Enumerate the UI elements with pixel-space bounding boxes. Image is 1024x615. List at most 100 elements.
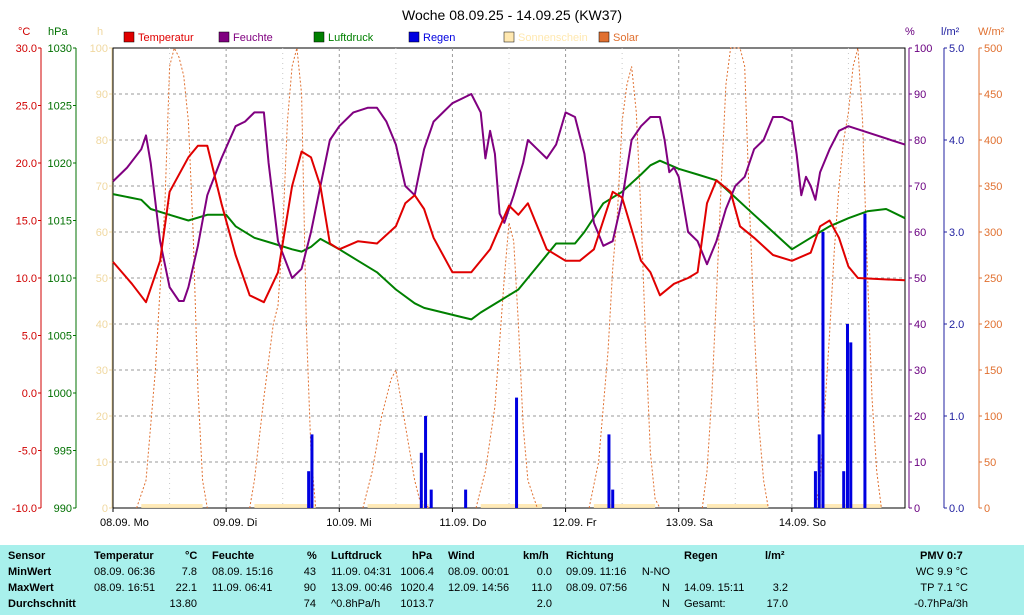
rain-bar-7 (607, 434, 611, 508)
total-rain-value: 17.0 (766, 598, 788, 610)
right-axis-2-tick-9: 50 (984, 457, 996, 469)
left-axis-1-tick-2: 1020 (48, 158, 72, 170)
row-max-label: MaxWert (8, 582, 54, 594)
rain-bar-10 (817, 434, 821, 508)
max-temp-date: 08.09. 16:51 (94, 582, 156, 594)
left-axis-0-tick-4: 10.0 (16, 273, 37, 285)
header-sensor: Sensor (8, 550, 46, 562)
max-temp-value: 22.1 (175, 582, 197, 594)
legend-label-feuchte: Feuchte (233, 32, 273, 44)
min-temp-date: 08.09. 06:36 (94, 566, 156, 578)
max-pressure-date: 13.09. 00:46 (331, 582, 393, 594)
left-axis-1-unit: hPa (48, 26, 68, 38)
left-axis-0-tick-5: 5.0 (22, 331, 37, 343)
solar-curve-5 (701, 47, 769, 509)
header-direction: Richtung (566, 550, 614, 562)
left-axis-2-tick-10: 0 (102, 503, 108, 515)
left-axis-1-tick-6: 1000 (48, 388, 72, 400)
right-axis-0-tick-0: 100 (914, 43, 932, 55)
avg-pressure-value: 1013.7 (400, 598, 434, 610)
left-axis-0-tick-8: -10.0 (12, 503, 37, 515)
min-pressure-date: 11.09. 04:31 (331, 566, 392, 578)
min-direction-date: 09.09. 11:16 (566, 566, 627, 578)
sunshine-bar-0 (141, 504, 203, 508)
header-temperature: Temperatur (94, 550, 154, 562)
chart-svg: 30.025.020.015.010.05.00.0-5.0-10.010301… (12, 7, 1005, 529)
left-axis-0-tick-0: 30.0 (16, 43, 37, 55)
avg-wind-value: 2.0 (536, 598, 552, 610)
min-humidity-date: 08.09. 15:16 (212, 566, 274, 578)
legend-swatch-solar (598, 31, 610, 43)
min-wind-date: 08.09. 00:01 (448, 566, 510, 578)
row-avg-label: Durchschnitt (8, 598, 76, 610)
max-wind-date: 12.09. 14:56 (448, 582, 510, 594)
avg-humidity-value: 74 (303, 598, 316, 610)
right-axis-2-tick-6: 200 (984, 319, 1002, 331)
solar-curve-4 (588, 66, 661, 509)
x-label-2: 10.09. Mi (326, 517, 371, 529)
right-axis-2-tick-2: 400 (984, 135, 1002, 147)
right-axis-0-tick-1: 90 (914, 89, 926, 101)
max-direction-value: N (662, 582, 670, 594)
series-line-luftdruck (112, 159, 906, 321)
right-axis-0-tick-3: 70 (914, 181, 926, 193)
rain-bar-6 (515, 397, 519, 508)
rain-bar-5 (464, 489, 468, 508)
left-axis-2-tick-4: 60 (96, 227, 108, 239)
left-axis-0-tick-7: -5.0 (18, 446, 37, 458)
right-axis-1-tick-1: 4.0 (949, 135, 964, 147)
legend-swatch-sonnenschein (503, 31, 515, 43)
left-axis-1-tick-0: 1030 (48, 43, 72, 55)
right-axis-2-tick-8: 100 (984, 411, 1002, 423)
left-axis-2-unit: h (97, 26, 103, 38)
series-line-temperatur (112, 144, 906, 304)
rain-bar-12 (842, 471, 846, 508)
sunshine-bar-2 (367, 504, 429, 508)
header-pressure: Luftdruck (331, 550, 382, 562)
left-axis-0-tick-3: 15.0 (16, 216, 37, 228)
sunshine-bar-5 (707, 504, 769, 508)
rain-bar-8 (611, 489, 615, 508)
legend-label-regen: Regen (423, 32, 455, 44)
legend-swatch-regen (408, 31, 420, 43)
left-axis-2-tick-5: 50 (96, 273, 108, 285)
header-humidity: Feuchte (212, 550, 255, 562)
x-label-0: 08.09. Mo (100, 517, 149, 529)
solar-curve-6 (814, 47, 882, 509)
header-pmv: PMV 0:7 (920, 550, 963, 562)
chart-title: Woche 08.09.25 - 14.09.25 (KW37) (402, 7, 622, 23)
right-axis-0-tick-4: 60 (914, 227, 926, 239)
rain-bar-0 (307, 471, 311, 508)
right-axis-2-tick-1: 450 (984, 89, 1002, 101)
rain-bar-2 (419, 452, 423, 508)
right-axis-0-tick-9: 10 (914, 457, 926, 469)
x-label-1: 09.09. Di (213, 517, 257, 529)
right-axis-2-tick-4: 300 (984, 227, 1002, 239)
min-wind-value: 0.0 (536, 566, 552, 578)
legend-label-luftdruck: Luftdruck (328, 32, 374, 44)
avg-pressure-trend: ^0.8hPa/h (331, 598, 381, 610)
right-axis-0-tick-8: 20 (914, 411, 926, 423)
avg-temp-value: 13.80 (169, 598, 197, 610)
right-axis-2-unit: W/m² (978, 26, 1005, 38)
right-axis-0-tick-7: 30 (914, 365, 926, 377)
rain-bar-1 (310, 434, 314, 508)
rain-bar-14 (849, 342, 853, 508)
left-axis-0-tick-6: 0.0 (22, 388, 37, 400)
legend-swatch-feuchte (218, 31, 230, 43)
solar-curve-1 (249, 47, 317, 509)
left-axis-0-tick-1: 25.0 (16, 101, 37, 113)
header-wind: Wind (448, 550, 475, 562)
left-axis-2-tick-8: 20 (96, 411, 108, 423)
right-axis-1-tick-3: 2.0 (949, 319, 964, 331)
left-axis-0-unit: °C (18, 26, 30, 38)
right-axis-1-tick-5: 0.0 (949, 503, 964, 515)
right-axis-0-unit: % (905, 26, 915, 38)
max-humidity-value: 90 (303, 582, 316, 594)
series-line-feuchte (112, 93, 906, 302)
left-axis-1-tick-5: 1005 (48, 331, 72, 343)
sunshine-bar-4 (593, 504, 656, 508)
pmv-dew-point: TP 7.1 °C (920, 582, 968, 594)
sunshine-bar-3 (480, 504, 542, 508)
max-pressure-value: 1020.4 (400, 582, 434, 594)
